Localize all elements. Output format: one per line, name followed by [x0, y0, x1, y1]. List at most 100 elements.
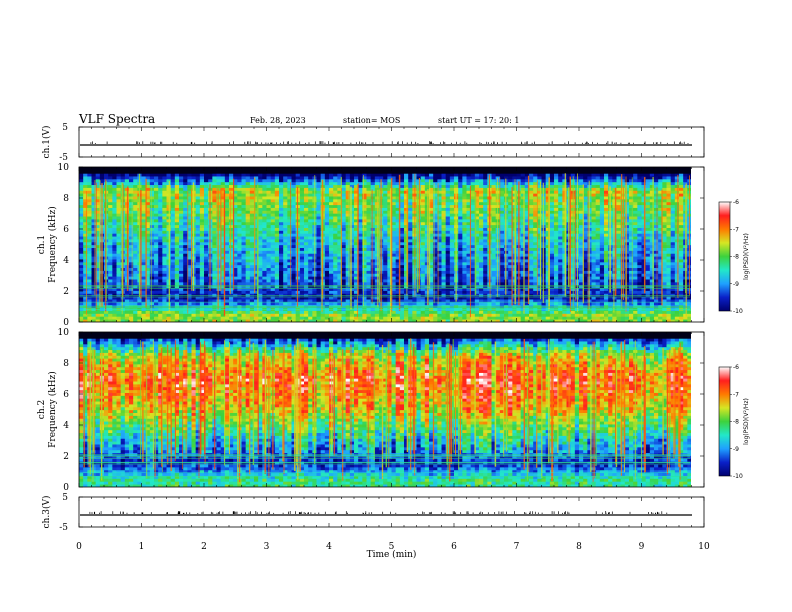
- spectrogram-cell: [195, 299, 201, 303]
- spectrogram-cell: [187, 299, 192, 303]
- spectrogram-cell: [233, 296, 238, 300]
- spectrogram-cell: [241, 313, 247, 317]
- spectrogram-cell: [316, 253, 322, 257]
- spectrogram-cell: [424, 293, 430, 297]
- spectrogram-cell: [404, 310, 409, 314]
- spectrogram-cell: [333, 259, 338, 263]
- spectrogram-cell: [658, 279, 663, 283]
- spectrogram-cell: [608, 296, 613, 300]
- spectrogram-cell: [533, 316, 538, 320]
- spectrogram-cell: [433, 241, 438, 246]
- spectrogram-cell: [662, 276, 667, 280]
- spectrogram-cell: [441, 316, 447, 320]
- spectrogram-cell: [279, 264, 284, 269]
- spectrogram-cell: [662, 236, 667, 240]
- spectrogram-cell: [395, 319, 401, 322]
- spectrogram-cell: [549, 276, 555, 280]
- spectrogram-cell: [441, 293, 447, 297]
- spectrogram-cell: [654, 316, 659, 320]
- spectrogram-cell: [199, 293, 205, 297]
- spectrogram-cell: [79, 307, 84, 311]
- spectrogram-cell: [533, 250, 538, 254]
- spectrogram-cell: [149, 241, 155, 246]
- spectrogram-cell: [520, 290, 526, 294]
- spectrogram-cell: [195, 239, 201, 243]
- spectrogram-cell: [620, 244, 626, 248]
- spectrogram-cell: [183, 244, 188, 248]
- spectrogram-cell: [599, 307, 605, 311]
- spectrogram-cell: [345, 267, 351, 271]
- spectrogram-cell: [612, 304, 617, 309]
- spectrogram-cell: [216, 261, 222, 266]
- spectrogram-cell: [662, 304, 667, 309]
- spectrogram-cell: [624, 310, 630, 314]
- spectrogram-cell: [370, 319, 376, 322]
- spectrogram-cell: [445, 276, 451, 280]
- spectrogram-cell: [266, 290, 272, 294]
- spectrogram-cell: [554, 264, 559, 269]
- spectrogram-cell: [149, 276, 155, 280]
- spectrogram-cell: [179, 250, 184, 254]
- spectrogram-cell: [579, 279, 584, 283]
- spectrogram-cell: [174, 293, 180, 297]
- spectrogram-cell: [620, 316, 626, 320]
- spectrogram-cell: [266, 273, 272, 277]
- spectrogram-cell: [170, 284, 176, 289]
- spectrogram-cell: [116, 290, 122, 294]
- spectrogram-cell: [316, 267, 322, 271]
- spectrogram-cell: [349, 316, 355, 320]
- spectrogram-cell: [654, 290, 659, 294]
- spectrogram-cell: [470, 287, 476, 291]
- spectrogram-cell: [495, 299, 501, 303]
- spectrogram-cell: [341, 247, 347, 251]
- spectrogram-cell: [395, 233, 401, 237]
- spectrogram-cell: [583, 279, 588, 283]
- spectrogram-cell: [683, 319, 688, 322]
- spectrogram-cell: [662, 290, 667, 294]
- spectrogram-cell: [449, 281, 455, 286]
- spectrogram-cell: [683, 307, 688, 311]
- spectrogram-cell: [220, 279, 226, 283]
- spectrogram-cell: [662, 284, 667, 289]
- spectrogram-cell: [345, 227, 351, 231]
- spectrogram-cell: [141, 236, 147, 240]
- spectrogram-cell: [595, 267, 601, 271]
- spectrogram-cell: [341, 241, 347, 246]
- spectrogram-cell: [308, 247, 313, 251]
- spectrogram-cell: [545, 299, 551, 303]
- spectrogram-cell: [270, 253, 276, 257]
- spectrogram-cell: [583, 319, 588, 322]
- spectrogram-cell: [520, 261, 526, 266]
- spectrogram-cell: [574, 276, 580, 280]
- spectrogram-cell: [666, 287, 672, 291]
- spectrogram-cell: [566, 296, 572, 300]
- spectrogram-cell: [91, 259, 97, 263]
- spectrogram-cell: [212, 270, 217, 274]
- spectrogram-cell: [687, 316, 692, 320]
- spectrogram-cell: [83, 304, 88, 309]
- spectrogram-cell: [416, 296, 422, 300]
- spectrogram-cell: [270, 267, 276, 271]
- spectrogram-cell: [279, 241, 284, 246]
- spectrogram-cell: [395, 313, 401, 317]
- spectrogram-cell: [429, 259, 434, 263]
- spectrogram-cell: [154, 261, 159, 266]
- spectrogram-cell: [579, 270, 584, 274]
- spectrogram-cell: [629, 241, 634, 246]
- spectrogram-cell: [604, 244, 609, 248]
- spectrogram-cell: [491, 261, 497, 266]
- spectrogram-cell: [91, 290, 97, 294]
- spectrogram-cell: [391, 233, 397, 237]
- spectrogram-cell: [445, 293, 451, 297]
- spectrogram-cell: [133, 227, 138, 231]
- spectrogram-cell: [341, 293, 347, 297]
- spectrogram-cell: [254, 287, 259, 291]
- spectrogram-cell: [354, 287, 359, 291]
- spectrogram-cell: [274, 247, 280, 251]
- spectrogram-cell: [633, 253, 638, 257]
- spectrogram-cell: [624, 236, 630, 240]
- spectrogram-cell: [679, 253, 684, 257]
- spectrogram-cell: [449, 307, 455, 311]
- spectrogram-cell: [370, 264, 376, 269]
- spectrogram-cell: [133, 264, 138, 269]
